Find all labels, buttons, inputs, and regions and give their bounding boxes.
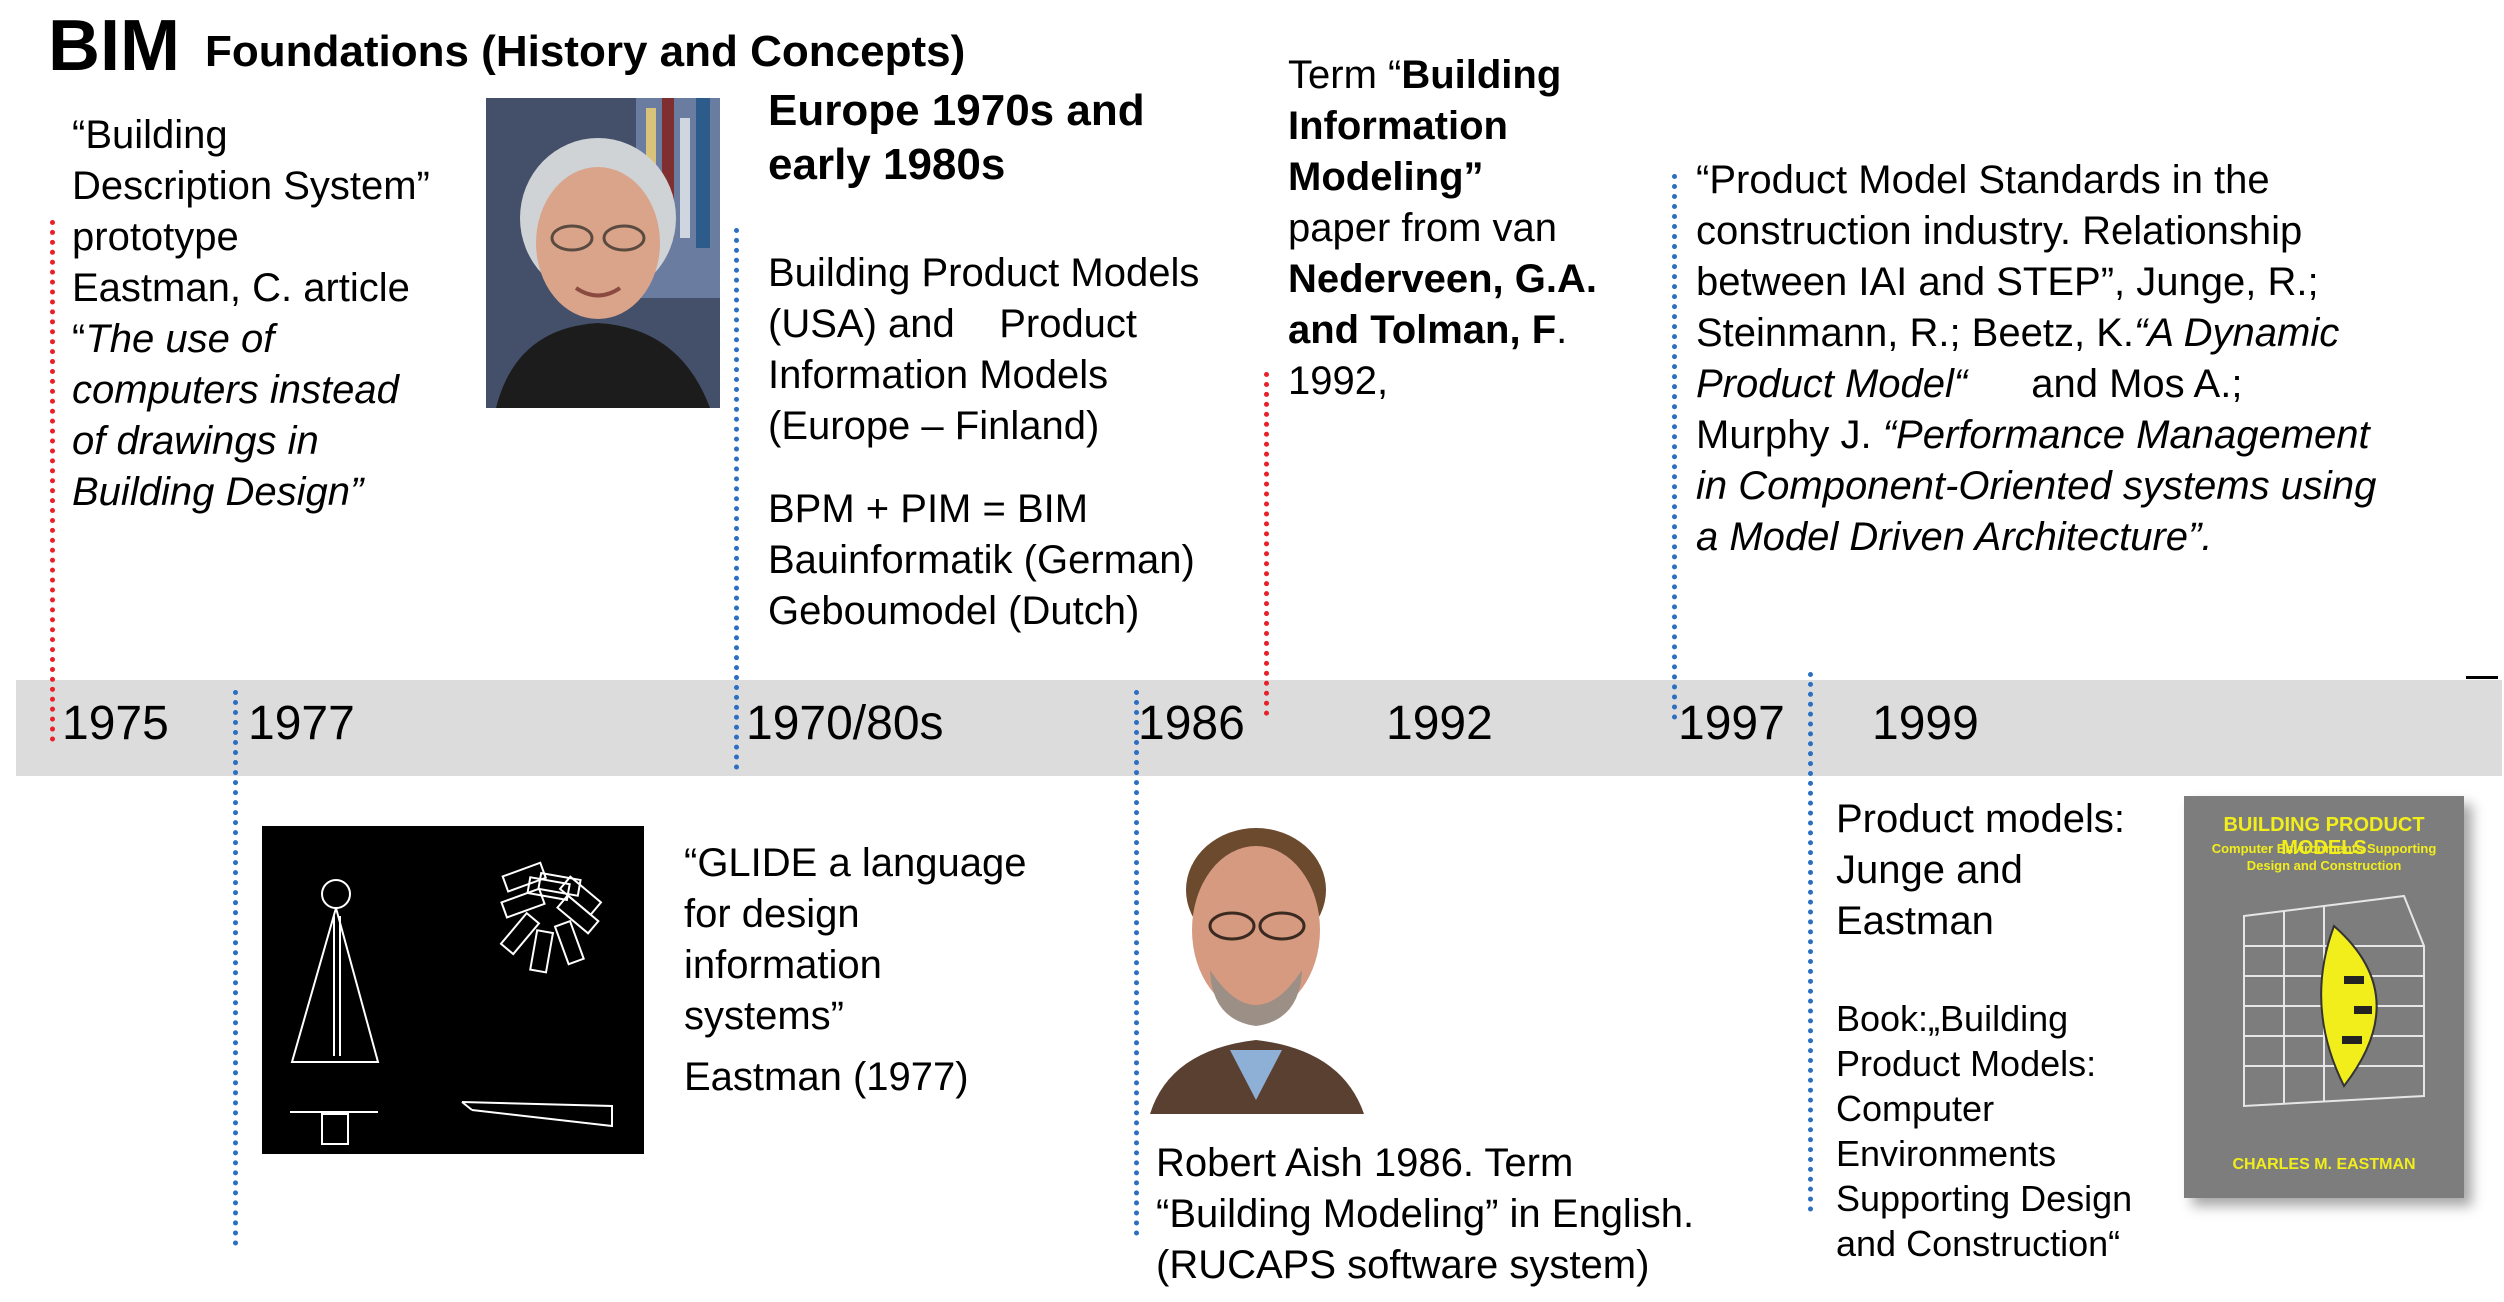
year-1970-80s: 1970/80s [746,697,944,750]
event-1992-text: Term “Building Information Modeling” pap… [1288,53,1598,403]
event-1977-text: “GLIDE a language for design information… [684,841,1027,1099]
event-1999-book-text: Book:„Building Product Models: Computer … [1836,998,2133,1264]
year-1997: 1997 [1678,697,1785,750]
event-1999-text: Product models: Junge and Eastman [1836,797,2126,943]
marker-1999-line [1808,672,1813,1212]
eastman-portrait [486,98,720,408]
book-cover-title: BUILDING PRODUCT MODELS [2223,814,2425,859]
book-cover-subtitle: Computer Environments Supporting Design … [2211,841,2437,873]
year-1992: 1992 [1386,697,1493,750]
marker-1997-line [1672,174,1677,720]
year-1999: 1999 [1872,697,1979,750]
timeline-band [16,680,2502,776]
marker-europe-line [734,228,739,770]
aish-portrait [1150,800,1364,1114]
marker-1992-line [1264,372,1269,716]
event-1975-text: “Building Description System” prototype … [72,113,430,514]
europe-text: Building Product Models (USA) and Produc… [768,251,1200,633]
event-1986-text: Robert Aish 1986. Term “Building Modelin… [1156,1141,1695,1287]
event-1997-text: “Product Model Standards in the construc… [1696,158,2377,559]
timeline-end-mark [2466,676,2498,679]
europe-heading: Europe 1970s and early 1980s [768,86,1145,189]
marker-1977-line [233,690,238,1246]
book-cover-author: CHARLES M. EASTMAN [2232,1156,2416,1173]
marker-1986-line [1134,690,1139,1236]
glide-drawing-image [262,826,644,1154]
book-cover-image: BUILDING PRODUCT MODELS Computer Environ… [2184,796,2464,1198]
year-1975: 1975 [62,697,169,750]
page-subtitle: Foundations (History and Concepts) [205,27,966,76]
year-1986: 1986 [1138,697,1245,750]
year-1977: 1977 [248,697,355,750]
marker-1975-line [50,220,55,742]
page-title: BIM [48,6,180,86]
